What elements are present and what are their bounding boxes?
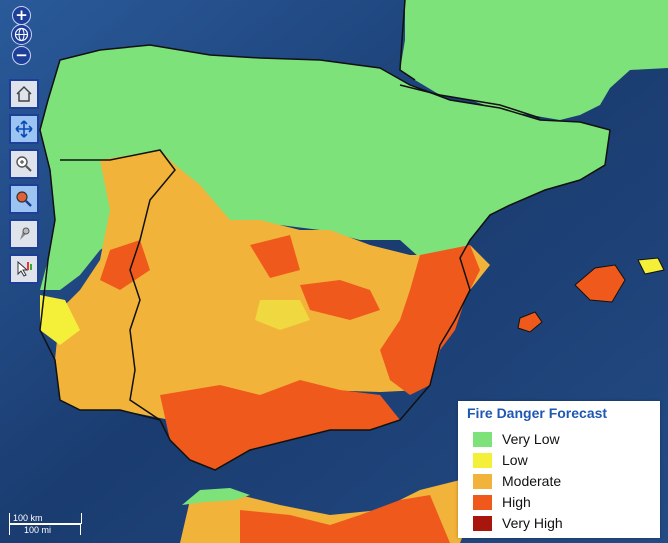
- menorca-outline: [637, 257, 665, 275]
- coastline: [39, 44, 611, 471]
- globe-icon[interactable]: [11, 24, 32, 45]
- scale-metric: 100 km: [9, 513, 82, 524]
- high-region-south: [160, 380, 400, 470]
- search-button[interactable]: [9, 184, 39, 214]
- africa-green-strip: [182, 488, 250, 505]
- legend-swatch: [473, 473, 492, 489]
- home-icon: [16, 85, 32, 102]
- query-icon: [17, 260, 32, 277]
- legend-label: High: [502, 494, 531, 510]
- africa-high: [240, 495, 450, 543]
- france-coast: [399, 0, 416, 81]
- legend-item-very-high: Very High: [473, 513, 563, 533]
- legend-title: Fire Danger Forecast: [467, 405, 608, 421]
- low-region: [40, 295, 80, 345]
- legend-swatch: [473, 494, 492, 510]
- portugal-border: [60, 149, 176, 421]
- zoom-out-button[interactable]: −: [12, 46, 31, 65]
- high-region-ne: [250, 235, 300, 278]
- identify-button[interactable]: [9, 219, 39, 249]
- home-button[interactable]: [9, 79, 39, 109]
- high-region-east: [380, 245, 480, 395]
- zoom-in-button[interactable]: +: [12, 6, 31, 25]
- zoom-box-icon: [16, 156, 32, 172]
- identify-icon: [20, 227, 30, 240]
- legend-item-very-low: Very Low: [473, 429, 560, 449]
- legend-label: Low: [502, 452, 528, 468]
- legend-swatch: [473, 515, 492, 531]
- legend-panel: Fire Danger Forecast Very Low Low Modera…: [458, 401, 660, 538]
- legend-label: Moderate: [502, 473, 562, 489]
- pan-button[interactable]: [9, 114, 39, 144]
- high-region-center: [300, 280, 380, 320]
- mallorca-outline: [574, 264, 626, 303]
- legend-swatch: [473, 452, 492, 468]
- legend-swatch: [473, 431, 492, 447]
- zoom-box-button[interactable]: [9, 149, 39, 179]
- search-icon: [16, 191, 32, 207]
- france-border: [399, 84, 541, 119]
- legend-item-moderate: Moderate: [473, 471, 561, 491]
- menorca-island: [638, 258, 664, 274]
- query-button[interactable]: [9, 254, 39, 284]
- legend-label: Very High: [502, 515, 563, 531]
- low-region-2: [255, 300, 310, 330]
- pan-icon: [15, 120, 33, 138]
- scale-bar: 100 km 100 mi: [9, 513, 82, 537]
- map-toolbar: [9, 79, 39, 289]
- legend-item-high: High: [473, 492, 531, 512]
- mallorca-island: [575, 265, 625, 302]
- legend-label: Very Low: [502, 431, 560, 447]
- high-region-west: [100, 240, 150, 290]
- scale-imperial: 100 mi: [9, 524, 81, 535]
- legend-item-low: Low: [473, 450, 528, 470]
- ibiza-outline: [517, 311, 543, 333]
- france-region: [400, 0, 668, 120]
